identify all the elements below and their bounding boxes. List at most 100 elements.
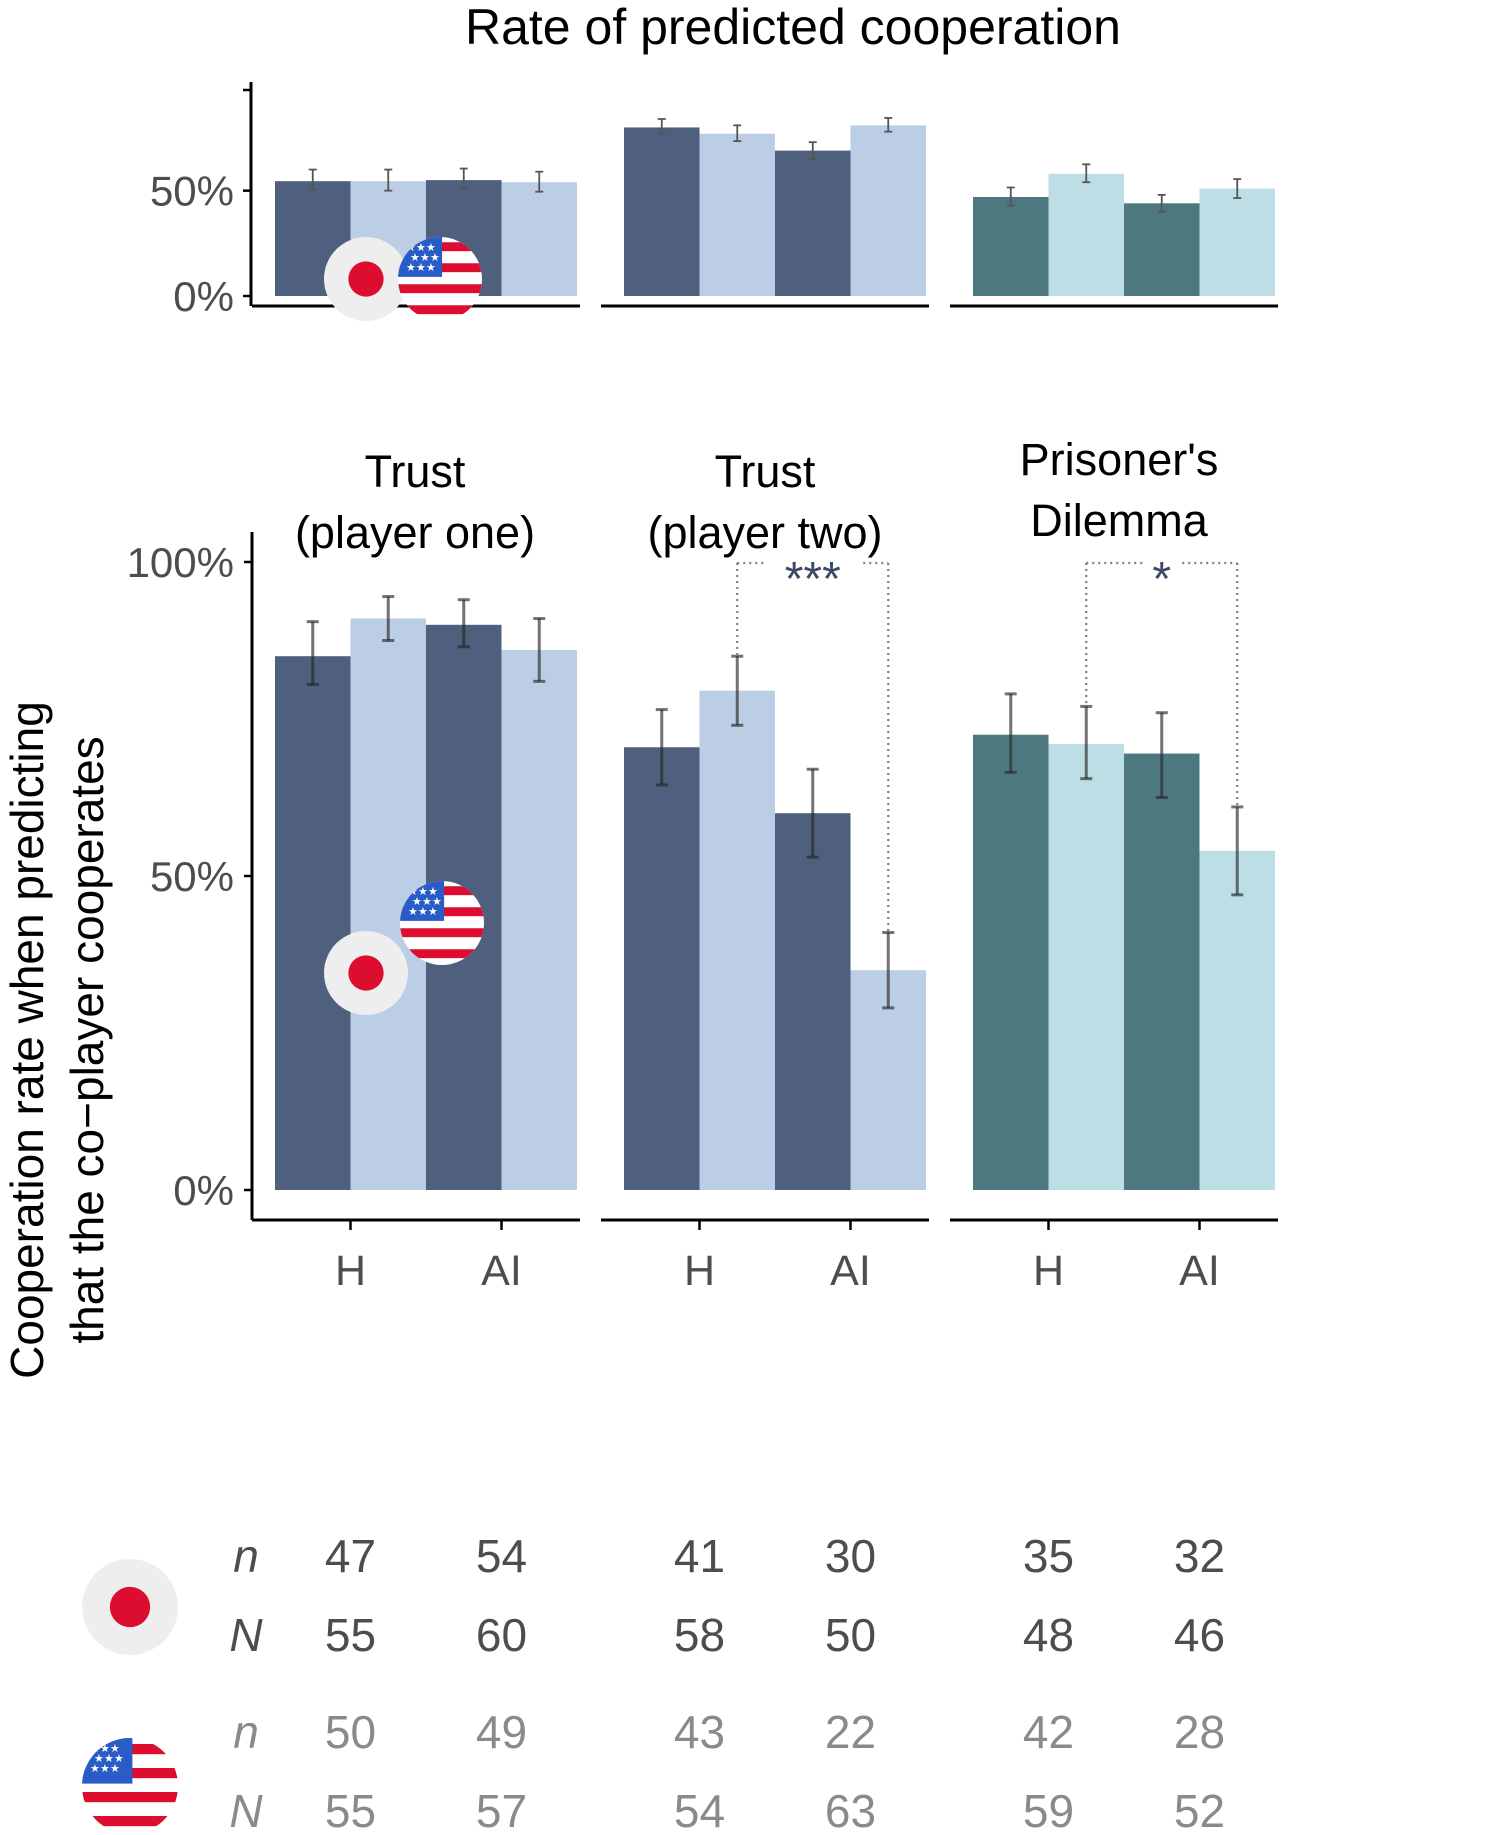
panel-title-line: (player two) <box>647 507 882 558</box>
usa-flag-body: ★★★★★★★★★ <box>82 1738 178 1834</box>
usa-flag-star: ★ <box>428 905 438 918</box>
x-tick-label: H <box>335 1247 366 1295</box>
top-errorbar-usa <box>535 170 544 193</box>
bottom-errorbar-japan <box>1004 692 1017 774</box>
usa-flag-stripe <box>400 949 484 959</box>
usa-flag-star: ★ <box>418 905 428 918</box>
top-errorbar-usa <box>733 124 742 143</box>
top-errorbar-usa <box>884 117 893 133</box>
japan-flag-sun <box>348 955 384 991</box>
bottom-bar-usa-AI <box>501 649 577 1190</box>
x-tick-label: AI <box>830 1247 871 1295</box>
usa-flag-icon: ★★★★★★★★★ <box>398 237 482 321</box>
count-jp-n-value: 35 <box>1023 1530 1074 1582</box>
bottom-bar-japan-AI <box>775 813 851 1190</box>
count-us-N-value: 63 <box>825 1785 876 1835</box>
top-errorbar-japan <box>1006 186 1015 207</box>
count-us-N-value: 54 <box>674 1785 725 1835</box>
bottom-bar-japan-H <box>275 656 351 1190</box>
y-axis-title-line-2: that the co−player cooperates <box>61 736 113 1343</box>
usa-flag-body: ★★★★★★★★★ <box>400 881 484 965</box>
bottom-errorbar-usa <box>1080 704 1093 781</box>
usa-flag-star: ★ <box>100 1742 110 1755</box>
top-y-tick-label: 50% <box>150 168 234 215</box>
count-us-n-value: 50 <box>325 1706 376 1758</box>
panel-title-line: Trust <box>715 446 816 497</box>
count-jp-N-value: 46 <box>1174 1609 1225 1661</box>
x-tick-label: AI <box>481 1247 522 1295</box>
usa-flag-star: ★ <box>426 261 436 274</box>
top-errorbar-usa <box>1082 163 1091 184</box>
count-jp-n-value: 54 <box>476 1530 527 1582</box>
bottom-bar-japan-H <box>973 734 1049 1190</box>
japan-flag-sun <box>109 1586 151 1628</box>
count-jp-n-value: 47 <box>325 1530 376 1582</box>
count-jp-N-value: 50 <box>825 1609 876 1661</box>
count-us-n-value: 28 <box>1174 1706 1225 1758</box>
usa-flag-star: ★ <box>426 241 436 254</box>
usa-flag-star: ★ <box>90 1762 100 1775</box>
count-us-n-value: 43 <box>674 1706 725 1758</box>
usa-flag-stripe <box>398 305 482 315</box>
top-errorbar-usa <box>384 168 393 192</box>
top-bar-usa-H <box>699 133 775 296</box>
count-jp-N-value: 60 <box>476 1609 527 1661</box>
panel-title-line: Trust <box>365 446 466 497</box>
count-jp-n-value: 30 <box>825 1530 876 1582</box>
x-tick-label: H <box>1033 1247 1064 1295</box>
significance-label: *** <box>785 553 841 606</box>
top-bar-japan-H <box>624 127 700 296</box>
usa-flag-star: ★ <box>428 885 438 898</box>
y-axis-title: Cooperation rate when predicting that th… <box>1 701 113 1379</box>
top-bar-japan-AI <box>1124 203 1200 296</box>
top-errorbar-japan <box>308 168 317 191</box>
bottom-y-tick-label: 0% <box>173 1167 234 1214</box>
count-us-n-value: 22 <box>825 1706 876 1758</box>
top-bar-usa-AI <box>1199 188 1275 296</box>
usa-flag-stripe <box>82 1816 178 1827</box>
usa-flag-icon: ★★★★★★★★★ <box>82 1738 178 1834</box>
x-tick-label: H <box>684 1247 715 1295</box>
usa-flag-star: ★ <box>418 885 428 898</box>
top-bar-japan-H <box>973 196 1049 296</box>
top-bar-usa-H <box>1048 173 1124 296</box>
top-errorbar-japan <box>1157 193 1166 213</box>
usa-flag-star: ★ <box>110 1742 120 1755</box>
chart-title: Rate of predicted cooperation <box>465 0 1121 55</box>
count-us-N-value: 57 <box>476 1785 527 1835</box>
count-jp-N-value: 48 <box>1023 1609 1074 1661</box>
usa-flag-star: ★ <box>416 241 426 254</box>
usa-flag-stripe <box>82 1792 178 1803</box>
usa-flag-star: ★ <box>406 261 416 274</box>
bottom-errorbar-japan <box>806 767 819 859</box>
bottom-bar-usa-H <box>1048 744 1124 1190</box>
bottom-errorbar-japan <box>306 620 319 686</box>
usa-flag-stripe <box>398 284 482 294</box>
count-us-N-value: 52 <box>1174 1785 1225 1835</box>
usa-flag-star: ★ <box>420 251 430 264</box>
bottom-bar-japan-AI <box>1124 753 1200 1190</box>
count-row-label-N: N <box>229 1609 263 1661</box>
usa-flag-stripe <box>400 928 484 938</box>
usa-flag-body: ★★★★★★★★★ <box>398 237 482 321</box>
usa-flag-star: ★ <box>110 1762 120 1775</box>
bottom-bar-usa-H <box>699 690 775 1190</box>
bottom-errorbar-japan <box>457 598 470 649</box>
count-jp-n-value: 41 <box>674 1530 725 1582</box>
usa-flag-star: ★ <box>416 261 426 274</box>
significance-label: * <box>1152 553 1171 606</box>
bottom-errorbar-japan <box>1155 711 1168 799</box>
plot-area: 0% 50% 0% 50% 100% Trust (player one) H AI 47 54 55… <box>82 82 1278 1835</box>
bottom-y-tick-label: 50% <box>150 853 234 900</box>
significance-label-gap <box>1142 556 1181 570</box>
top-errorbar-japan <box>808 141 817 160</box>
usa-flag-star: ★ <box>104 1752 114 1765</box>
x-tick-label: AI <box>1179 1247 1220 1295</box>
count-row-label-n: n <box>233 1530 259 1582</box>
usa-flag-star: ★ <box>432 895 442 908</box>
japan-flag-icon <box>324 237 408 321</box>
bottom-errorbar-japan <box>655 708 668 787</box>
bottom-y-tick-label: 100% <box>127 539 234 586</box>
bottom-errorbar-usa <box>1231 805 1244 897</box>
